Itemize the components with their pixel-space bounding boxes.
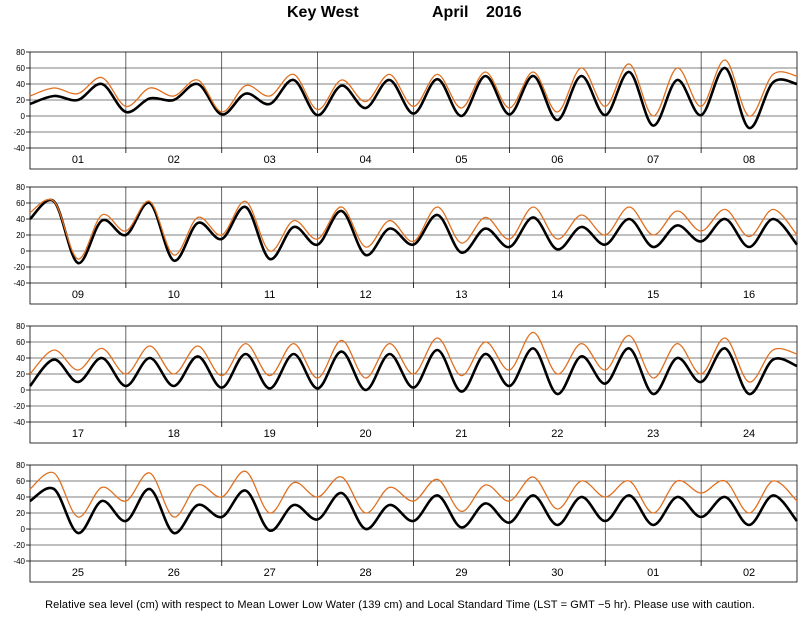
y-tick-label: 0 [21,112,26,121]
y-tick-label: 40 [16,493,25,502]
day-label: 05 [455,154,467,166]
y-tick-label: 80 [16,48,25,57]
y-tick-label: -20 [13,128,25,137]
day-label: 17 [72,428,84,440]
day-label: 26 [168,567,180,579]
series-line-orange [29,59,798,117]
y-tick-label: 0 [21,386,26,395]
y-tick-label: 60 [16,64,25,73]
y-tick-label: 40 [16,80,25,89]
day-label: 27 [264,567,276,579]
day-label: 02 [743,567,755,579]
day-label: 03 [264,154,276,166]
day-label: 21 [455,428,467,440]
y-tick-label: -40 [13,418,25,427]
day-label: 25 [72,567,84,579]
day-label: 04 [359,154,371,166]
day-label: 16 [743,289,755,301]
series-line-orange [29,470,798,518]
day-label: 28 [359,567,371,579]
day-label: 01 [647,567,659,579]
day-label: 30 [551,567,563,579]
title-month: April [432,4,469,21]
y-tick-label: -20 [13,541,25,550]
series-line-orange [29,331,798,383]
day-label: 10 [168,289,180,301]
day-label: 23 [647,428,659,440]
day-label: 01 [72,154,84,166]
series-line-black [29,66,798,130]
y-tick-label: 40 [16,354,25,363]
day-label: 22 [551,428,563,440]
y-tick-label: 0 [21,247,26,256]
y-tick-label: 40 [16,215,25,224]
day-label: 07 [647,154,659,166]
day-label: 20 [359,428,371,440]
y-tick-label: 60 [16,477,25,486]
day-label: 29 [455,567,467,579]
y-tick-label: -40 [13,557,25,566]
series-line-black [28,347,798,396]
day-label: 12 [359,289,371,301]
day-label: 02 [168,154,180,166]
y-tick-label: 60 [16,199,25,208]
y-tick-label: 20 [16,231,25,240]
y-tick-label: 20 [16,96,25,105]
title-year: 2016 [486,4,522,21]
y-tick-label: 20 [16,509,25,518]
day-label: 06 [551,154,563,166]
footnote: Relative sea level (cm) with respect to … [45,599,755,611]
chart-title: Key West April 2016 [0,4,800,30]
series-line-orange [29,198,798,260]
y-tick-label: -20 [13,402,25,411]
day-label: 09 [72,289,84,301]
y-tick-label: 80 [16,183,25,192]
series-line-black [29,486,799,535]
title-station: Key West [287,4,359,21]
day-label: 15 [647,289,659,301]
y-tick-label: 20 [16,370,25,379]
y-tick-label: 60 [16,338,25,347]
day-label: 19 [264,428,276,440]
day-label: 13 [455,289,467,301]
y-tick-label: -40 [13,144,25,153]
y-tick-label: -40 [13,279,25,288]
day-label: 08 [743,154,755,166]
y-tick-label: 80 [16,322,25,331]
day-label: 14 [551,289,563,301]
day-label: 24 [743,428,755,440]
y-tick-label: 0 [21,525,26,534]
day-label: 11 [264,289,275,301]
y-tick-label: -20 [13,263,25,272]
y-tick-label: 80 [16,461,25,470]
series-line-black [29,198,799,265]
day-label: 18 [168,428,180,440]
